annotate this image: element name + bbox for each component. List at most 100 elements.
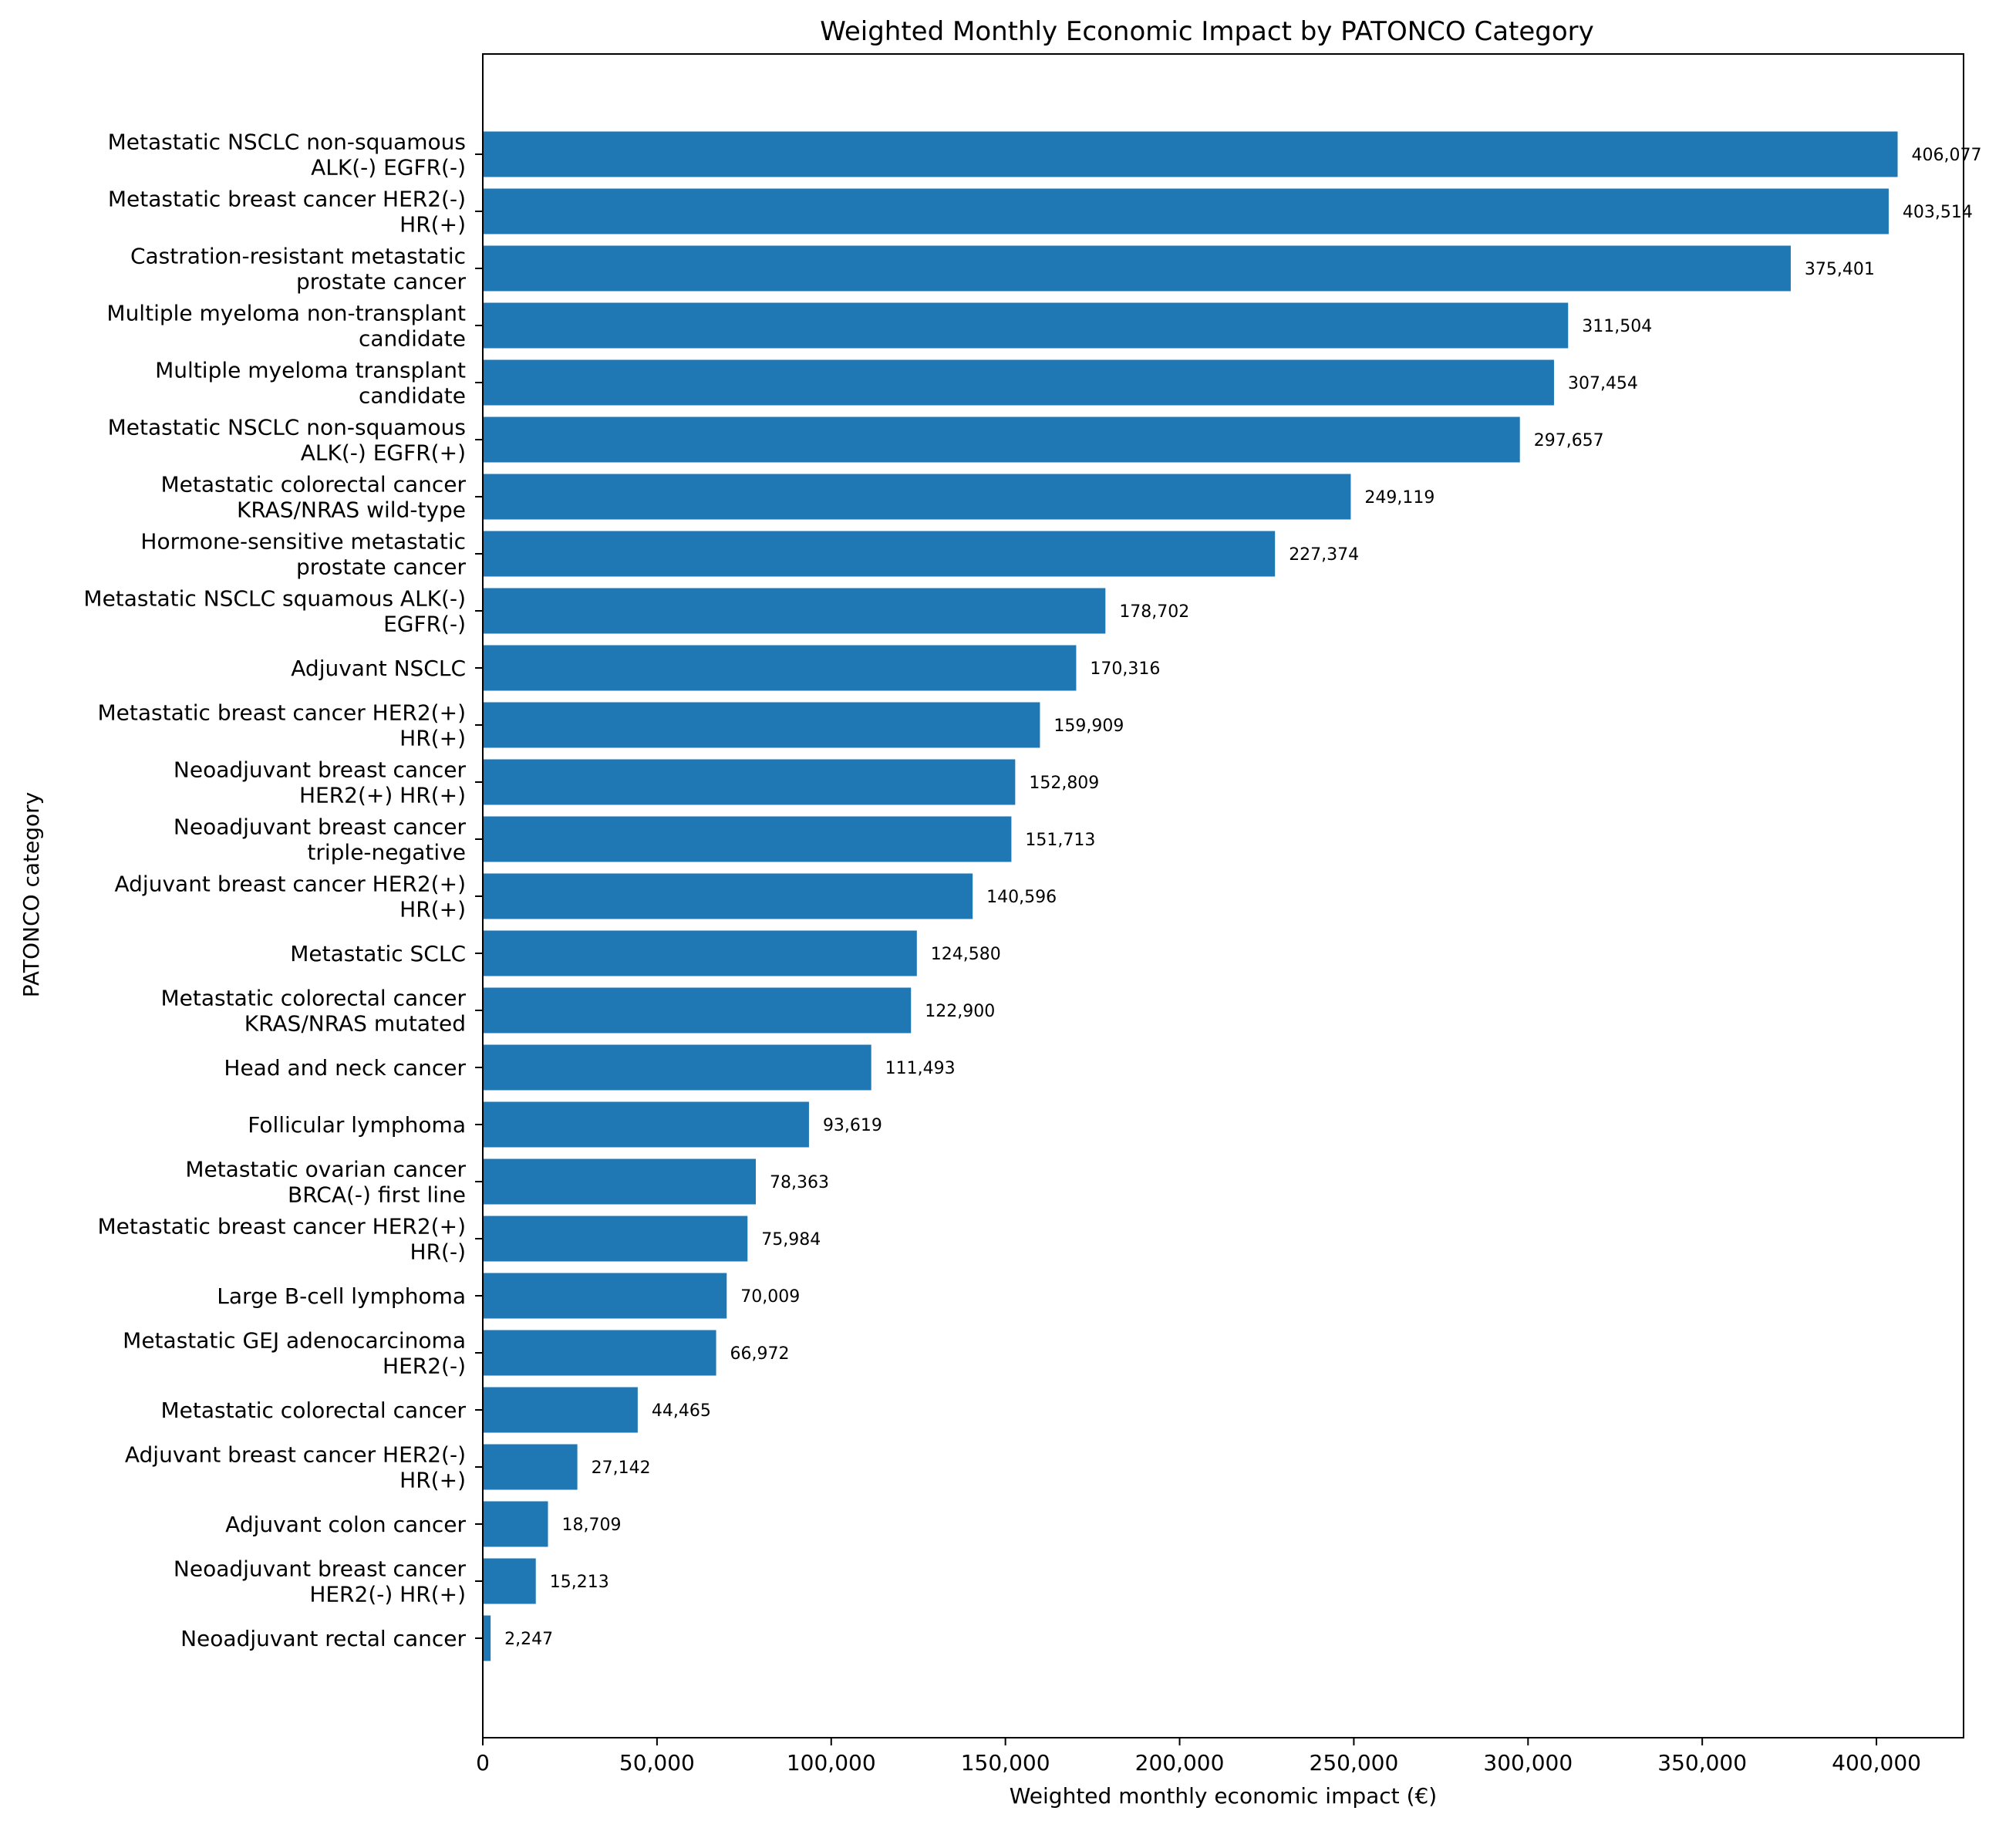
bar-value-label: 70,009 — [740, 1287, 800, 1307]
chart-title: Weighted Monthly Economic Impact by PATO… — [820, 16, 1594, 47]
y-tick-label-line: Neoadjuvant breast cancer — [174, 814, 467, 840]
x-tick-label: 300,000 — [1483, 1750, 1573, 1775]
bar-value-label: 66,972 — [730, 1344, 790, 1364]
bar — [483, 759, 1016, 805]
y-tick-label-line: ALK(-) EGFR(-) — [311, 155, 466, 180]
bar — [483, 1387, 638, 1433]
bar-value-label: 75,984 — [761, 1230, 821, 1249]
y-tick-label-line: Adjuvant colon cancer — [225, 1512, 466, 1537]
y-tick-label-line: triple-negative — [307, 840, 466, 865]
bar-value-label: 406,077 — [1912, 146, 1982, 165]
y-tick-label: Large B-cell lymphoma — [217, 1283, 466, 1309]
x-tick-label: 150,000 — [961, 1750, 1050, 1775]
y-tick-label-line: candidate — [359, 383, 466, 409]
x-tick-label: 350,000 — [1657, 1750, 1747, 1775]
bar — [483, 188, 1889, 234]
x-tick-label: 100,000 — [787, 1750, 876, 1775]
y-tick-label: Metastatic NSCLC non-squamous ALK(-) EGFR… — [108, 415, 466, 466]
bar-value-label: 122,900 — [925, 1002, 995, 1021]
y-tick-label: Metastatic breast cancer HER2(+) HR(-) — [98, 1214, 466, 1265]
bar-value-label: 151,713 — [1025, 831, 1095, 850]
y-tick-label-line: Metastatic NSCLC non-squamous — [108, 415, 466, 440]
y-tick-label-line: KRAS/NRAS mutated — [244, 1011, 466, 1037]
bar — [483, 930, 917, 976]
bar-value-label: 249,119 — [1364, 488, 1434, 508]
bar-value-label: 227,374 — [1289, 545, 1359, 565]
y-tick-label-line: Adjuvant NSCLC — [291, 656, 466, 681]
bar — [483, 1216, 748, 1262]
y-tick-label: Metastatic breast cancer HER2(-) HR(+) — [108, 187, 466, 238]
y-tick-label: Multiple myeloma transplant candidate — [155, 358, 466, 409]
y-tick-label: Metastatic colorectal cancer — [161, 1398, 467, 1423]
bar-value-label: 2,247 — [504, 1630, 553, 1649]
bar — [483, 245, 1791, 292]
y-tick-label: Adjuvant colon cancer — [225, 1512, 466, 1537]
bar-value-label: 403,514 — [1903, 203, 1973, 222]
bar — [483, 531, 1276, 577]
bar-value-label: 140,596 — [986, 888, 1057, 907]
y-tick-label-line: EGFR(-) — [383, 612, 466, 637]
y-tick-label-line: HR(-) — [410, 1239, 466, 1265]
bar-value-label: 78,363 — [770, 1173, 829, 1192]
y-tick-label: Neoadjuvant rectal cancer — [180, 1626, 466, 1651]
y-tick-label-line: Hormone-sensitive metastatic — [140, 529, 466, 555]
y-axis-ticks: Metastatic NSCLC non-squamous ALK(-) EGFR… — [83, 130, 483, 1651]
y-tick-label: Hormone-sensitive metastatic prostate can… — [140, 529, 466, 580]
bar-value-label: 15,213 — [550, 1573, 609, 1592]
bar — [483, 474, 1351, 520]
bar-value-label: 170,316 — [1090, 659, 1160, 679]
y-tick-label-line: Large B-cell lymphoma — [217, 1283, 466, 1309]
bar — [483, 816, 1012, 862]
y-tick-label: Metastatic colorectal cancer KRAS/NRAS mu… — [161, 986, 467, 1037]
x-tick-label: 400,000 — [1832, 1750, 1921, 1775]
y-tick-label-line: candidate — [359, 326, 466, 352]
bar-value-label: 297,657 — [1534, 431, 1604, 450]
y-tick-label-line: prostate cancer — [296, 269, 467, 295]
y-tick-label-line: Metastatic colorectal cancer — [161, 1398, 467, 1423]
y-tick-label-line: Follicular lymphoma — [248, 1112, 466, 1138]
bar-value-label: 27,142 — [592, 1459, 651, 1478]
bar — [483, 416, 1520, 463]
y-tick-label-line: Metastatic NSCLC squamous ALK(-) — [83, 586, 466, 612]
bar — [483, 873, 973, 919]
x-tick-label: 250,000 — [1310, 1750, 1399, 1775]
bar — [483, 1158, 757, 1205]
y-tick-label-line: Metastatic NSCLC non-squamous — [108, 130, 466, 155]
bar — [483, 702, 1040, 748]
y-tick-label-line: HER2(-) — [383, 1354, 466, 1379]
y-tick-label-line: Neoadjuvant breast cancer — [174, 757, 467, 783]
bar-value-label: 311,504 — [1582, 317, 1652, 336]
y-tick-label-line: Multiple myeloma transplant — [155, 358, 466, 383]
bar — [483, 1101, 809, 1148]
y-tick-label-line: BRCA(-) first line — [288, 1182, 466, 1208]
bar — [483, 987, 912, 1034]
bar-value-label: 152,809 — [1029, 774, 1099, 793]
bar-value-label: 159,909 — [1054, 717, 1124, 736]
y-tick-label-line: Neoadjuvant rectal cancer — [180, 1626, 466, 1651]
bar-value-label: 111,493 — [885, 1059, 956, 1078]
bar — [483, 1044, 871, 1091]
y-tick-label-line: Adjuvant breast cancer HER2(+) — [115, 872, 467, 897]
y-tick-label-line: Metastatic breast cancer HER2(-) — [108, 187, 466, 212]
y-tick-label: Neoadjuvant breast cancer triple-negative — [174, 814, 467, 865]
y-tick-label-line: HR(+) — [399, 897, 466, 922]
bar — [483, 588, 1106, 634]
x-tick-label: 200,000 — [1135, 1750, 1225, 1775]
y-tick-label: Metastatic NSCLC non-squamous ALK(-) EGFR… — [108, 130, 466, 180]
bar — [483, 1558, 536, 1604]
y-tick-label-line: Adjuvant breast cancer HER2(-) — [125, 1442, 466, 1468]
bar-value-label: 178,702 — [1119, 602, 1189, 622]
bar — [483, 1444, 578, 1490]
y-tick-label-line: Head and neck cancer — [224, 1055, 466, 1081]
y-tick-label: Neoadjuvant breast cancer HER2(+) HR(+) — [174, 757, 467, 808]
bar — [483, 359, 1554, 406]
y-tick-label-line: Metastatic colorectal cancer — [161, 472, 467, 497]
y-tick-label: Metastatic ovarian cancer BRCA(-) first l… — [185, 1157, 466, 1208]
y-tick-label-line: prostate cancer — [296, 555, 467, 580]
y-tick-label: Head and neck cancer — [224, 1055, 466, 1081]
y-tick-label: Castration-resistant metastatic prostate … — [130, 244, 467, 295]
bar-value-label: 124,580 — [931, 945, 1001, 964]
bar — [483, 1273, 727, 1319]
